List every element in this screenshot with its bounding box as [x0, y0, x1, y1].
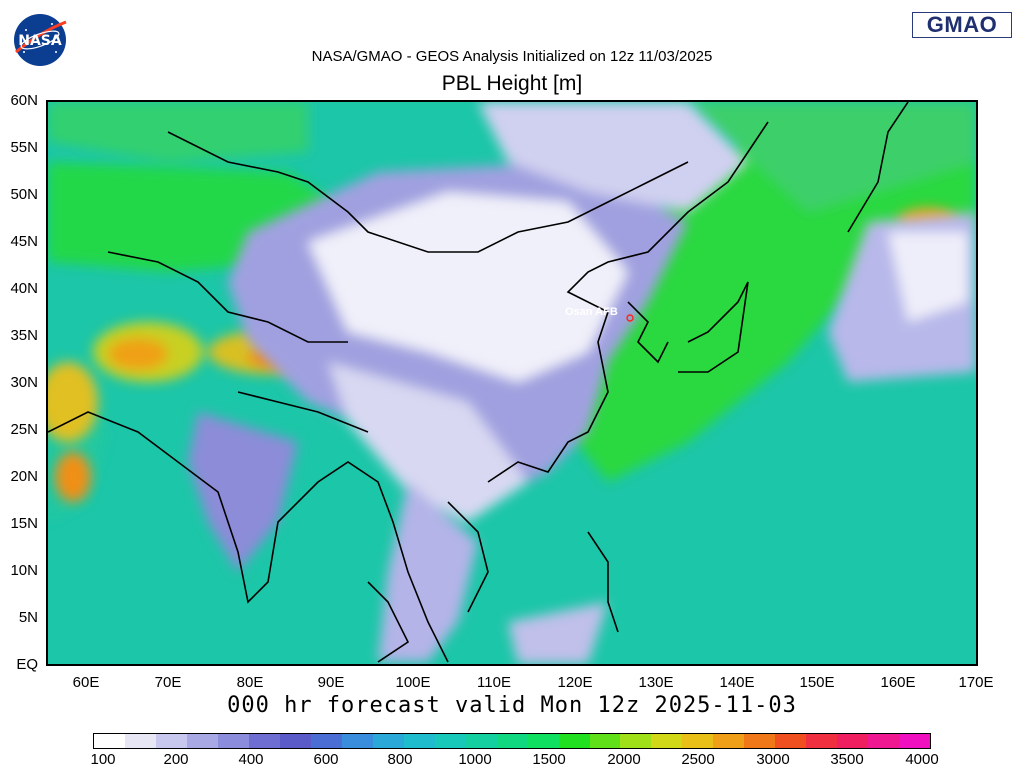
source-line: NASA/GMAO - GEOS Analysis Initialized on… [311, 48, 713, 65]
colorbar-label: 100 [90, 751, 116, 768]
nasa-logo-text: NASA [18, 33, 62, 49]
nasa-logo: NASA [12, 12, 68, 68]
colorbar-swatch [713, 734, 745, 748]
forecast-valid-line: 000 hr forecast valid Mon 12z 2025-11-03 [227, 693, 797, 718]
colorbar-swatch [434, 734, 466, 748]
colorbar-label: 3500 [830, 751, 864, 768]
lon-label: 100E [395, 674, 431, 691]
plot-title: PBL Height [m] [441, 72, 583, 95]
colorbar-label: 2500 [681, 751, 715, 768]
lat-label: 35N [10, 327, 38, 344]
colorbar-swatch [775, 734, 807, 748]
colorbar-swatch [558, 734, 590, 748]
colorbar-swatch [186, 734, 218, 748]
colorbar-swatch [899, 734, 931, 748]
lat-label: 40N [10, 280, 38, 297]
colorbar-label: 2000 [607, 751, 641, 768]
lat-label: 15N [10, 515, 38, 532]
lon-label: 130E [638, 674, 674, 691]
lon-label: 60E [72, 674, 100, 691]
pbl-field [48, 102, 976, 664]
lon-label: 80E [236, 674, 264, 691]
lat-label: 30N [10, 374, 38, 391]
colorbar-label: 200 [163, 751, 189, 768]
colorbar-label: 3000 [756, 751, 790, 768]
colorbar-swatch [620, 734, 652, 748]
colorbar-swatch [651, 734, 683, 748]
colorbar-swatch [217, 734, 249, 748]
map-plot [46, 100, 978, 666]
lat-label: 45N [10, 233, 38, 250]
colorbar-swatch [279, 734, 311, 748]
colorbar-label: 800 [387, 751, 413, 768]
colorbar-label: 400 [238, 751, 264, 768]
colorbar [93, 733, 931, 749]
lat-label: 25N [10, 421, 38, 438]
colorbar-swatch [837, 734, 869, 748]
lat-label: 50N [10, 186, 38, 203]
colorbar-swatch [589, 734, 621, 748]
colorbar-label: 1000 [458, 751, 492, 768]
lon-label: 170E [958, 674, 994, 691]
lon-label: 160E [880, 674, 916, 691]
station-marker [626, 314, 634, 322]
colorbar-swatch [124, 734, 156, 748]
colorbar-swatch [868, 734, 900, 748]
gmao-logo-text: GMAO [926, 12, 998, 37]
colorbar-swatch [155, 734, 187, 748]
colorbar-swatch [744, 734, 776, 748]
lat-label: 55N [10, 139, 38, 156]
lon-label: 120E [557, 674, 593, 691]
station-label: Osan AFB [565, 306, 618, 318]
lon-label: 110E [477, 674, 511, 691]
lat-label: 20N [10, 468, 38, 485]
coastlines [48, 102, 909, 663]
colorbar-swatch [341, 734, 373, 748]
lat-label: 60N [10, 92, 38, 109]
lon-label: 140E [719, 674, 755, 691]
colorbar-swatch [372, 734, 404, 748]
lat-label: EQ [16, 656, 38, 673]
lon-label: 70E [154, 674, 182, 691]
colorbar-label: 600 [313, 751, 339, 768]
lon-label: 150E [799, 674, 835, 691]
gmao-logo: GMAO [912, 12, 1012, 38]
colorbar-label: 4000 [905, 751, 939, 768]
colorbar-swatch [527, 734, 559, 748]
colorbar-swatch [94, 734, 125, 748]
colorbar-swatch [682, 734, 714, 748]
colorbar-swatch [403, 734, 435, 748]
colorbar-swatch [310, 734, 342, 748]
colorbar-swatch [806, 734, 838, 748]
colorbar-swatch [465, 734, 497, 748]
colorbar-label: 1500 [532, 751, 566, 768]
lat-label: 5N [18, 609, 38, 626]
colorbar-swatch [248, 734, 280, 748]
lon-label: 90E [317, 674, 345, 691]
colorbar-swatch [496, 734, 528, 748]
lat-label: 10N [10, 562, 38, 579]
